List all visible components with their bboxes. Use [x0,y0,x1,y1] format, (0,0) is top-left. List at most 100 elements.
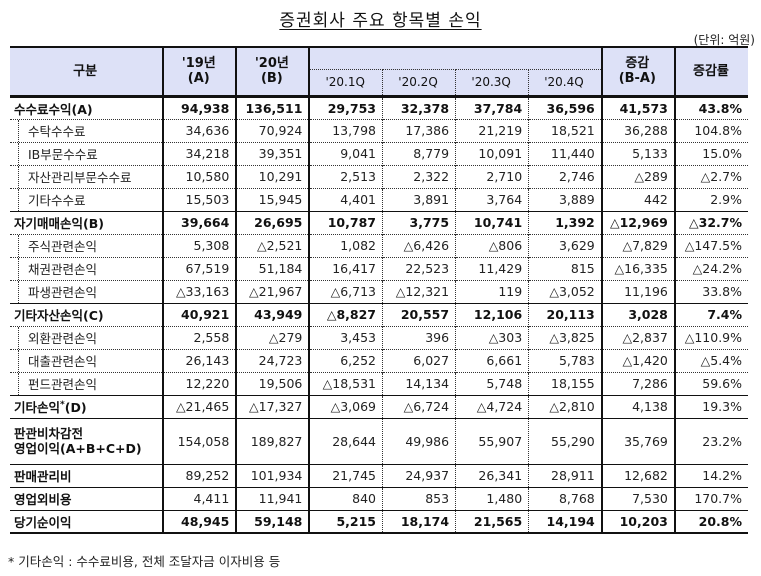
cell-value: 6,252 [308,348,383,372]
cell-value: 40,921 [162,302,237,326]
cell-value: △2,521 [235,233,310,257]
cell-value: 10,741 [455,210,529,234]
cell-value: 12,106 [455,302,529,326]
cell-value: 59,148 [235,509,310,534]
cell-value: 4,411 [162,486,237,510]
cell-value: 4,138 [600,394,675,418]
cell-value: 8,779 [381,141,456,165]
row-label: 기타손익*(D) [10,394,164,418]
cell-value: △5.4% [673,348,748,372]
cell-value: 154,058 [162,417,237,464]
cell-value: 48,945 [162,509,237,534]
profit-table: 구분 '19년 (A) '20년 (B) 증감 (B-A) 증감률 '20.1Q '2… [10,46,748,534]
cell-value: 840 [308,486,383,510]
cell-value: △17,327 [235,394,310,418]
cell-value: 3,775 [381,210,456,234]
cell-value: 49,986 [381,417,456,464]
cell-value: 24,723 [235,348,310,372]
cell-value: 1,480 [455,486,529,510]
cell-value: △24.2% [673,256,748,280]
cell-value: △6,426 [381,233,456,257]
cell-value: 442 [600,187,675,211]
cell-value: 101,934 [235,463,310,487]
cell-value: △110.9% [673,325,748,349]
cell-value: 32,378 [381,95,456,119]
table-row: 판관비차감전 영업이익(A+B+C+D) 154,058 189,827 28,644 4… [10,417,748,464]
cell-value: 815 [528,256,602,280]
table-row: 자산관리부문수수료 10,580 10,291 2,513 2,322 2,710 2,74… [10,164,748,188]
cell-value: 89,252 [162,463,237,487]
cell-value: 67,519 [162,256,237,280]
cell-value: △2,810 [528,394,602,418]
cell-value: 8,768 [528,486,602,510]
cell-value: 55,907 [455,417,529,464]
table-row: 자기매매손익(B) 39,664 26,695 10,787 3,775 10,741 1,… [10,210,748,234]
table-row: 기타수수료 15,503 15,945 4,401 3,891 3,764 3,889 442… [10,187,748,211]
page-title: 증권회사 주요 항목별 손익 [279,11,482,31]
row-label: 기타자산손익(C) [10,302,164,326]
header-category: 구분 [10,46,164,98]
footnote: * 기타손익 : 수수료비용, 전체 조달자금 이자비용 등 [8,554,281,569]
cell-value: 5,133 [600,141,675,165]
cell-value: 20,557 [381,302,456,326]
cell-value: 59.6% [673,371,748,395]
cell-value: △303 [455,325,529,349]
row-label: 당기순이익 [10,509,164,534]
header-q3: '20.3Q [455,69,529,98]
table-row: 수수료수익(A) 94,938 136,511 29,753 32,378 37,784 3… [10,95,748,119]
cell-value: 21,745 [308,463,383,487]
cell-value: △32.7% [673,210,748,234]
cell-value: 11,440 [528,141,602,165]
cell-value: △147.5% [673,233,748,257]
cell-value: 2,513 [308,164,383,188]
cell-value: 29,753 [308,95,383,119]
cell-value: △7,829 [600,233,675,257]
cell-value: 3,629 [528,233,602,257]
cell-value: 3,891 [381,187,456,211]
cell-value: △279 [235,325,310,349]
table-row: 기타손익*(D) △21,465 △17,327 △3,069 △6,724 △4,724… [10,394,748,418]
cell-value: 33.8% [673,279,748,303]
cell-value: 104.8% [673,118,748,142]
cell-value: △2.7% [673,164,748,188]
cell-value: 20.8% [673,509,748,534]
row-label: 영업외비용 [10,486,164,510]
cell-value: 39,664 [162,210,237,234]
cell-value: △33,163 [162,279,237,303]
cell-value: 24,937 [381,463,456,487]
row-label: 자기매매손익(B) [10,210,164,234]
cell-value: 3,028 [600,302,675,326]
cell-value: 15,503 [162,187,237,211]
cell-value: △806 [455,233,529,257]
cell-value: 189,827 [235,417,310,464]
cell-value: 21,565 [455,509,529,534]
cell-value: 5,748 [455,371,529,395]
cell-value: 170.7% [673,486,748,510]
cell-value: △3,069 [308,394,383,418]
cell-value: 43,949 [235,302,310,326]
header-q2: '20.2Q [381,69,456,98]
cell-value: △21,967 [235,279,310,303]
cell-value: 12,682 [600,463,675,487]
cell-value: 2,746 [528,164,602,188]
cell-value: 2,710 [455,164,529,188]
header-q4: '20.4Q [528,69,602,98]
header-q1: '20.1Q [308,69,383,98]
cell-value: 15.0% [673,141,748,165]
cell-value: △16,335 [600,256,675,280]
cell-value: 37,784 [455,95,529,119]
cell-value: △21,465 [162,394,237,418]
row-label: 펀드관련손익 [10,371,164,395]
row-label: 판매관리비 [10,463,164,487]
cell-value: 23.2% [673,417,748,464]
cell-value: 28,644 [308,417,383,464]
cell-value: 43.8% [673,95,748,119]
cell-value: 6,027 [381,348,456,372]
row-label: IB부문수수료 [10,141,164,165]
cell-value: 35,769 [600,417,675,464]
table-row: 주식관련손익 5,308 △2,521 1,082 △6,426 △806 3,629 △7,… [10,233,748,257]
table-row: 당기순이익 48,945 59,148 5,215 18,174 21,565 14,194… [10,509,748,534]
cell-value: 70,924 [235,118,310,142]
cell-value: 5,215 [308,509,383,534]
cell-value: △3,052 [528,279,602,303]
